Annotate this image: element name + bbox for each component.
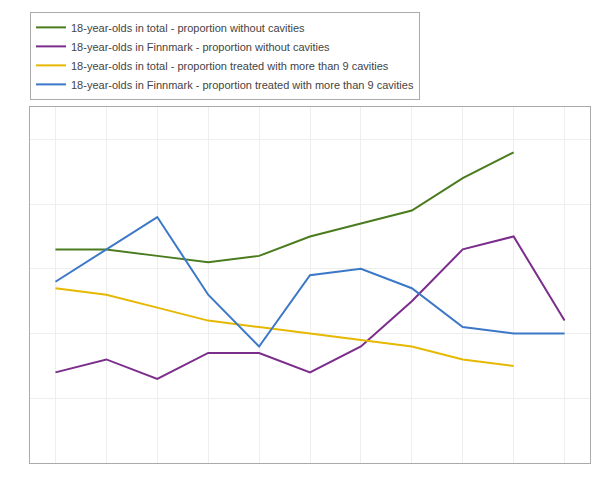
svg-text:18-year-olds in Finnmark - pro: 18-year-olds in Finnmark - proportion wi… [71,41,330,53]
svg-text:18-year-olds in total - propor: 18-year-olds in total - proportion witho… [71,22,305,34]
svg-text:18-year-olds in Finnmark - pro: 18-year-olds in Finnmark - proportion tr… [71,79,414,91]
svg-text:18-year-olds in total - propor: 18-year-olds in total - proportion treat… [71,60,389,72]
